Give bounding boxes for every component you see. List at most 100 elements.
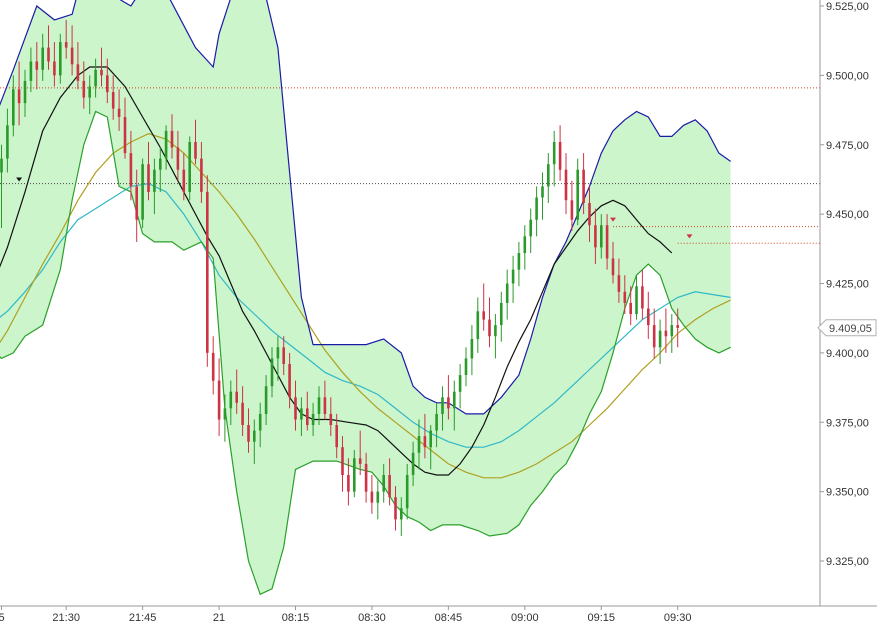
candle-body [76, 64, 80, 81]
last-price-tag [817, 319, 877, 337]
candle-body [29, 61, 33, 81]
candle-21 [123, 97, 127, 159]
candle-72 [423, 413, 427, 459]
candle-body [470, 339, 474, 359]
candle-22 [129, 130, 133, 201]
candle-body [294, 397, 297, 420]
candle-body [211, 352, 215, 381]
candle-46 [270, 347, 274, 398]
candle-8 [47, 25, 50, 70]
candle-body [635, 286, 638, 315]
candle-78 [458, 364, 462, 409]
last-price-badge: 9.409,05 [817, 319, 877, 337]
candle-body [441, 397, 444, 414]
candle-108 [635, 275, 638, 320]
x-tick-label: 09:30 [664, 612, 692, 624]
candle-body [658, 330, 662, 348]
candle-12 [70, 25, 74, 76]
lower-band-line [0, 110, 731, 596]
candle-64 [376, 480, 380, 520]
candle-97 [570, 180, 574, 231]
candle-body [247, 425, 250, 442]
candle-body [541, 186, 544, 198]
candle-body [370, 491, 374, 503]
candle-34 [200, 142, 203, 203]
candle-body [53, 61, 56, 76]
candle-35 [206, 175, 209, 367]
candle-body [235, 391, 238, 403]
candle-body [35, 61, 39, 70]
candle-65 [382, 463, 385, 503]
candle-102 [600, 214, 603, 259]
candle-51 [300, 397, 303, 437]
candle-48 [282, 336, 285, 376]
band-fill [0, 0, 731, 595]
candle-112 [658, 319, 662, 364]
candle-body [358, 458, 362, 464]
candle-79 [464, 347, 468, 387]
candle-77 [453, 380, 456, 431]
candle-body [111, 92, 115, 109]
candle-50 [294, 380, 297, 431]
candle-39 [229, 380, 233, 425]
candle-115 [676, 308, 679, 348]
candle-69 [405, 463, 409, 520]
candle-100 [588, 186, 591, 242]
candle-body [582, 169, 585, 203]
candle-81 [476, 297, 480, 353]
x-tick-label: 09:00 [511, 612, 539, 624]
candle-body [423, 436, 427, 448]
candle-body [159, 158, 162, 170]
candle-25 [147, 142, 150, 201]
candle-body [229, 391, 233, 409]
x-tick-label: 09:15 [587, 612, 615, 624]
candle-body [617, 275, 621, 292]
candle-83 [488, 297, 491, 348]
candle-body [82, 80, 86, 98]
candle-6 [35, 42, 39, 90]
candle-60 [353, 450, 356, 498]
candle-87 [511, 255, 515, 303]
candle-45 [264, 375, 268, 425]
candle-body [564, 169, 568, 201]
candle-95 [558, 125, 562, 181]
candle-body [223, 408, 227, 420]
candle-body [329, 413, 333, 425]
candle-33 [194, 119, 197, 165]
candle-20 [117, 89, 121, 131]
candle-59 [347, 458, 350, 506]
candle-body [200, 158, 203, 192]
candle-2 [12, 75, 15, 137]
candle-body [264, 386, 268, 414]
candle-body [453, 391, 456, 409]
candle-body [411, 452, 415, 475]
y-tick-label: 9.425,00 [826, 279, 869, 291]
candle-body [558, 142, 562, 170]
moving-average-layer [0, 0, 731, 596]
candle-body [194, 142, 197, 159]
candle-body [376, 491, 380, 503]
candle-body [447, 397, 450, 409]
candle-41 [241, 386, 244, 437]
candle-body [106, 75, 109, 93]
candle-88 [517, 241, 521, 287]
ma-cyan-line [0, 182, 731, 448]
candle-106 [623, 275, 627, 314]
candle-5 [29, 47, 33, 92]
candle-body [300, 408, 303, 420]
candle-body [435, 413, 438, 431]
candle-body [335, 425, 338, 448]
candle-body [170, 130, 174, 148]
candle-110 [647, 291, 650, 339]
candle-104 [611, 241, 615, 284]
candle-body [306, 408, 309, 425]
candle-body [523, 236, 527, 253]
candle-90 [529, 208, 532, 253]
candle-body [529, 219, 532, 237]
x-tick-label: 21:45 [129, 612, 157, 624]
candle-body [517, 253, 521, 270]
candle-body [405, 475, 409, 509]
candle-66 [388, 458, 391, 506]
candle-68 [400, 497, 403, 536]
